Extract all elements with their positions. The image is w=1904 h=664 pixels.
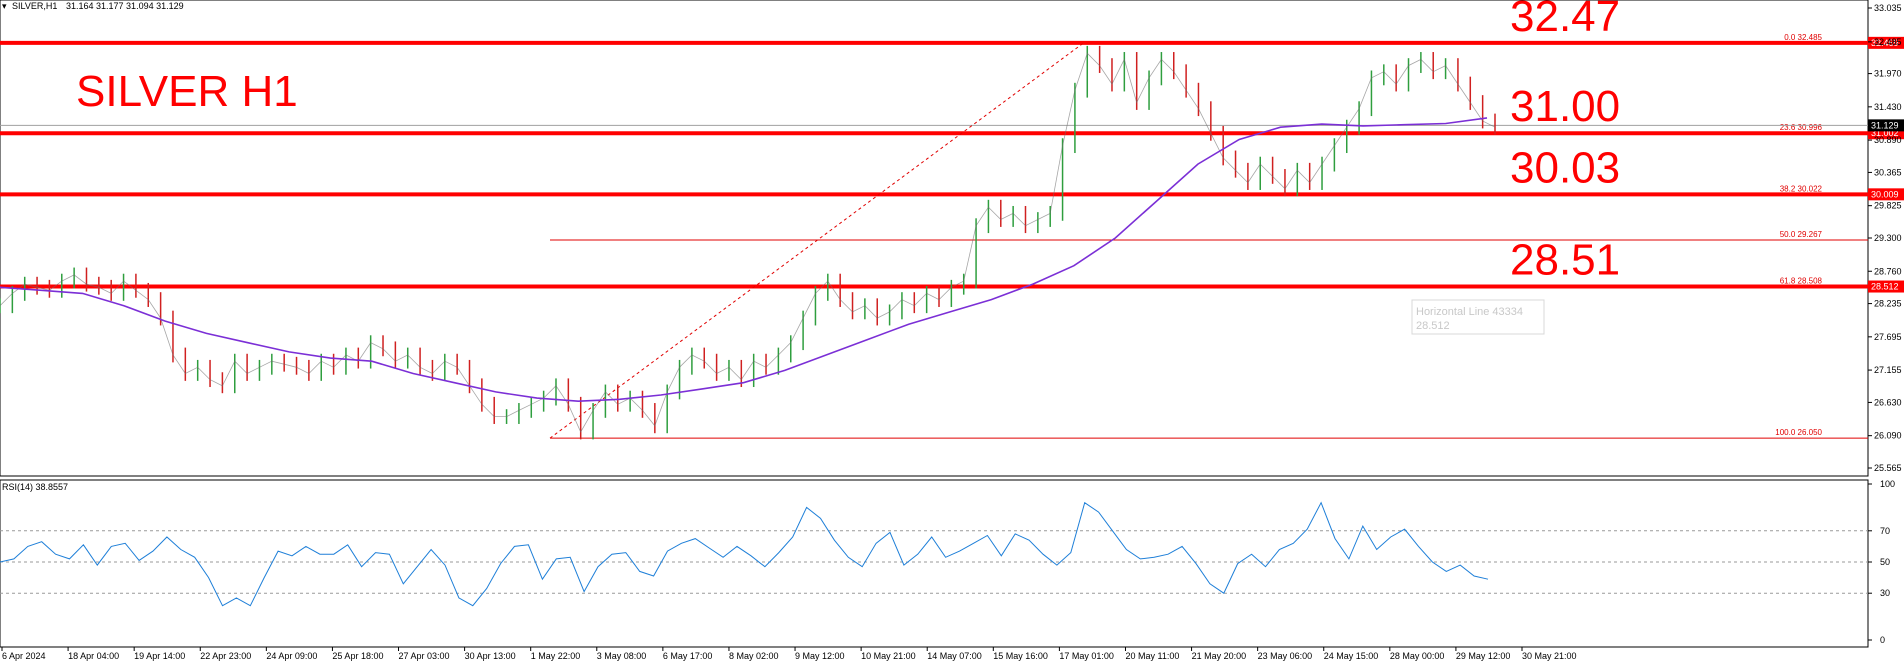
rsi-tick-label: 0 [1880,635,1885,645]
time-tick-label: 17 May 01:00 [1059,651,1114,661]
price-tag-label: 28.512 [1871,282,1899,292]
fib-level-label: 100.0 26.050 [1775,428,1822,437]
main-chart-frame [0,0,1869,477]
time-tick-label: 27 Apr 03:00 [399,651,450,661]
time-tick-label: 15 May 16:00 [993,651,1048,661]
rsi-tick-label: 70 [1880,526,1890,536]
price-tick-label: 26.630 [1874,397,1902,407]
price-tag-label: 31.002 [1871,128,1899,138]
fib-level-label: 38.2 30.022 [1780,184,1823,193]
fib-level-label: 0.0 32.485 [1784,33,1822,42]
price-tick-label: 33.035 [1874,3,1902,13]
fib-level-label: 61.8 28.508 [1780,277,1823,286]
time-tick-label: 14 May 07:00 [927,651,982,661]
price-tag-label: 32.469 [1871,38,1899,48]
tooltip-line2: 28.512 [1416,320,1450,332]
price-tick-label: 30.365 [1874,167,1902,177]
time-tick-label: 18 Apr 04:00 [68,651,119,661]
time-tick-label: 6 Apr 2024 [2,651,46,661]
time-tick-label: 10 May 21:00 [861,651,916,661]
price-tag [1868,36,1904,49]
current-price-tag-label: 31.129 [1871,120,1899,130]
time-tick-label: 21 May 20:00 [1192,651,1247,661]
horizontal-levels: 0.0 32.485 32.47 32.469 23.6 30.996 31.00 31.… [0,0,1904,293]
rsi-tick-label: 50 [1880,557,1890,567]
current-price-tag [1868,119,1904,132]
price-series [0,45,1496,440]
time-tick-label: 23 May 06:00 [1258,651,1313,661]
time-tick-label: 19 Apr 14:00 [134,651,185,661]
time-tick-label: 20 May 11:00 [1125,651,1179,661]
fib-trendline [549,41,1086,439]
rsi-tick-label: 100 [1880,479,1895,489]
level-price-label: 30.03 [1510,143,1620,192]
time-tick-label: 1 May 22:00 [531,651,581,661]
rsi-line [0,501,1489,607]
price-tick-label: 28.760 [1874,266,1902,276]
rsi-series: 100 70 50 30 0 [0,479,1895,645]
rsi-tick-label: 30 [1880,588,1890,598]
chart-title: SILVER H1 [76,67,298,116]
price-tick-label: 25.565 [1874,463,1902,473]
price-scale: 33.035 32.485 31.970 31.430 30.890 30.365 29.8… [1868,3,1902,473]
price-tick-label: 27.155 [1874,365,1902,375]
price-tick-label: 28.235 [1874,299,1902,309]
price-tick-label: 30.890 [1874,135,1902,145]
time-axis: 6 Apr 2024 18 Apr 04:00 19 Apr 14:00 22 Apr… [1,647,1577,661]
time-tick-label: 30 Apr 13:00 [465,651,516,661]
price-tick-label: 32.485 [1874,37,1902,47]
chart-menu-arrow-icon[interactable]: ▾ [2,1,7,11]
level-price-label: 32.47 [1510,0,1620,41]
fib-level-label: 23.6 30.996 [1780,123,1823,132]
level-price-label: 28.51 [1510,236,1620,285]
time-tick-label: 25 Apr 18:00 [332,651,383,661]
time-tick-label: 6 May 17:00 [663,651,713,661]
moving-average [0,117,1488,403]
rsi-label: RSI(14) 38.8557 [2,482,68,492]
time-tick-label: 22 Apr 23:00 [200,651,251,661]
price-tick-label: 29.825 [1874,201,1902,211]
time-tick-label: 28 May 00:00 [1390,651,1445,661]
fibonacci-retracement: 50.0 29.267 100.0 26.050 [549,41,1868,439]
time-tick-label: 9 May 12:00 [795,651,845,661]
rsi-panel-frame [0,479,1869,648]
time-tick-label: 3 May 08:00 [597,651,647,661]
time-tick-label: 24 May 15:00 [1324,651,1379,661]
price-tag-label: 30.009 [1871,189,1899,199]
fib-level-label: 50.0 29.267 [1780,230,1823,239]
time-tick-label: 8 May 02:00 [729,651,779,661]
price-tick-label: 31.970 [1874,69,1902,79]
time-tick-label: 29 May 12:00 [1456,651,1511,661]
price-tick-label: 29.300 [1874,233,1902,243]
price-tick-label: 27.695 [1874,332,1902,342]
ohlc-readout: 31.164 31.177 31.094 31.129 [66,1,184,11]
tooltip-box [1411,299,1545,335]
price-tag [1868,280,1904,293]
symbol-label: SILVER,H1 [12,1,57,11]
ma-line [0,117,1488,403]
level-price-label: 31.00 [1510,82,1620,131]
price-line [0,52,1496,433]
time-tick-label: 30 May 21:00 [1522,651,1577,661]
time-tick-label: 24 Apr 09:00 [266,651,317,661]
price-tick-label: 26.090 [1874,431,1902,441]
price-tick-label: 31.430 [1874,102,1902,112]
price-tag [1868,188,1904,201]
tooltip-line1: Horizontal Line 43334 [1416,306,1523,318]
